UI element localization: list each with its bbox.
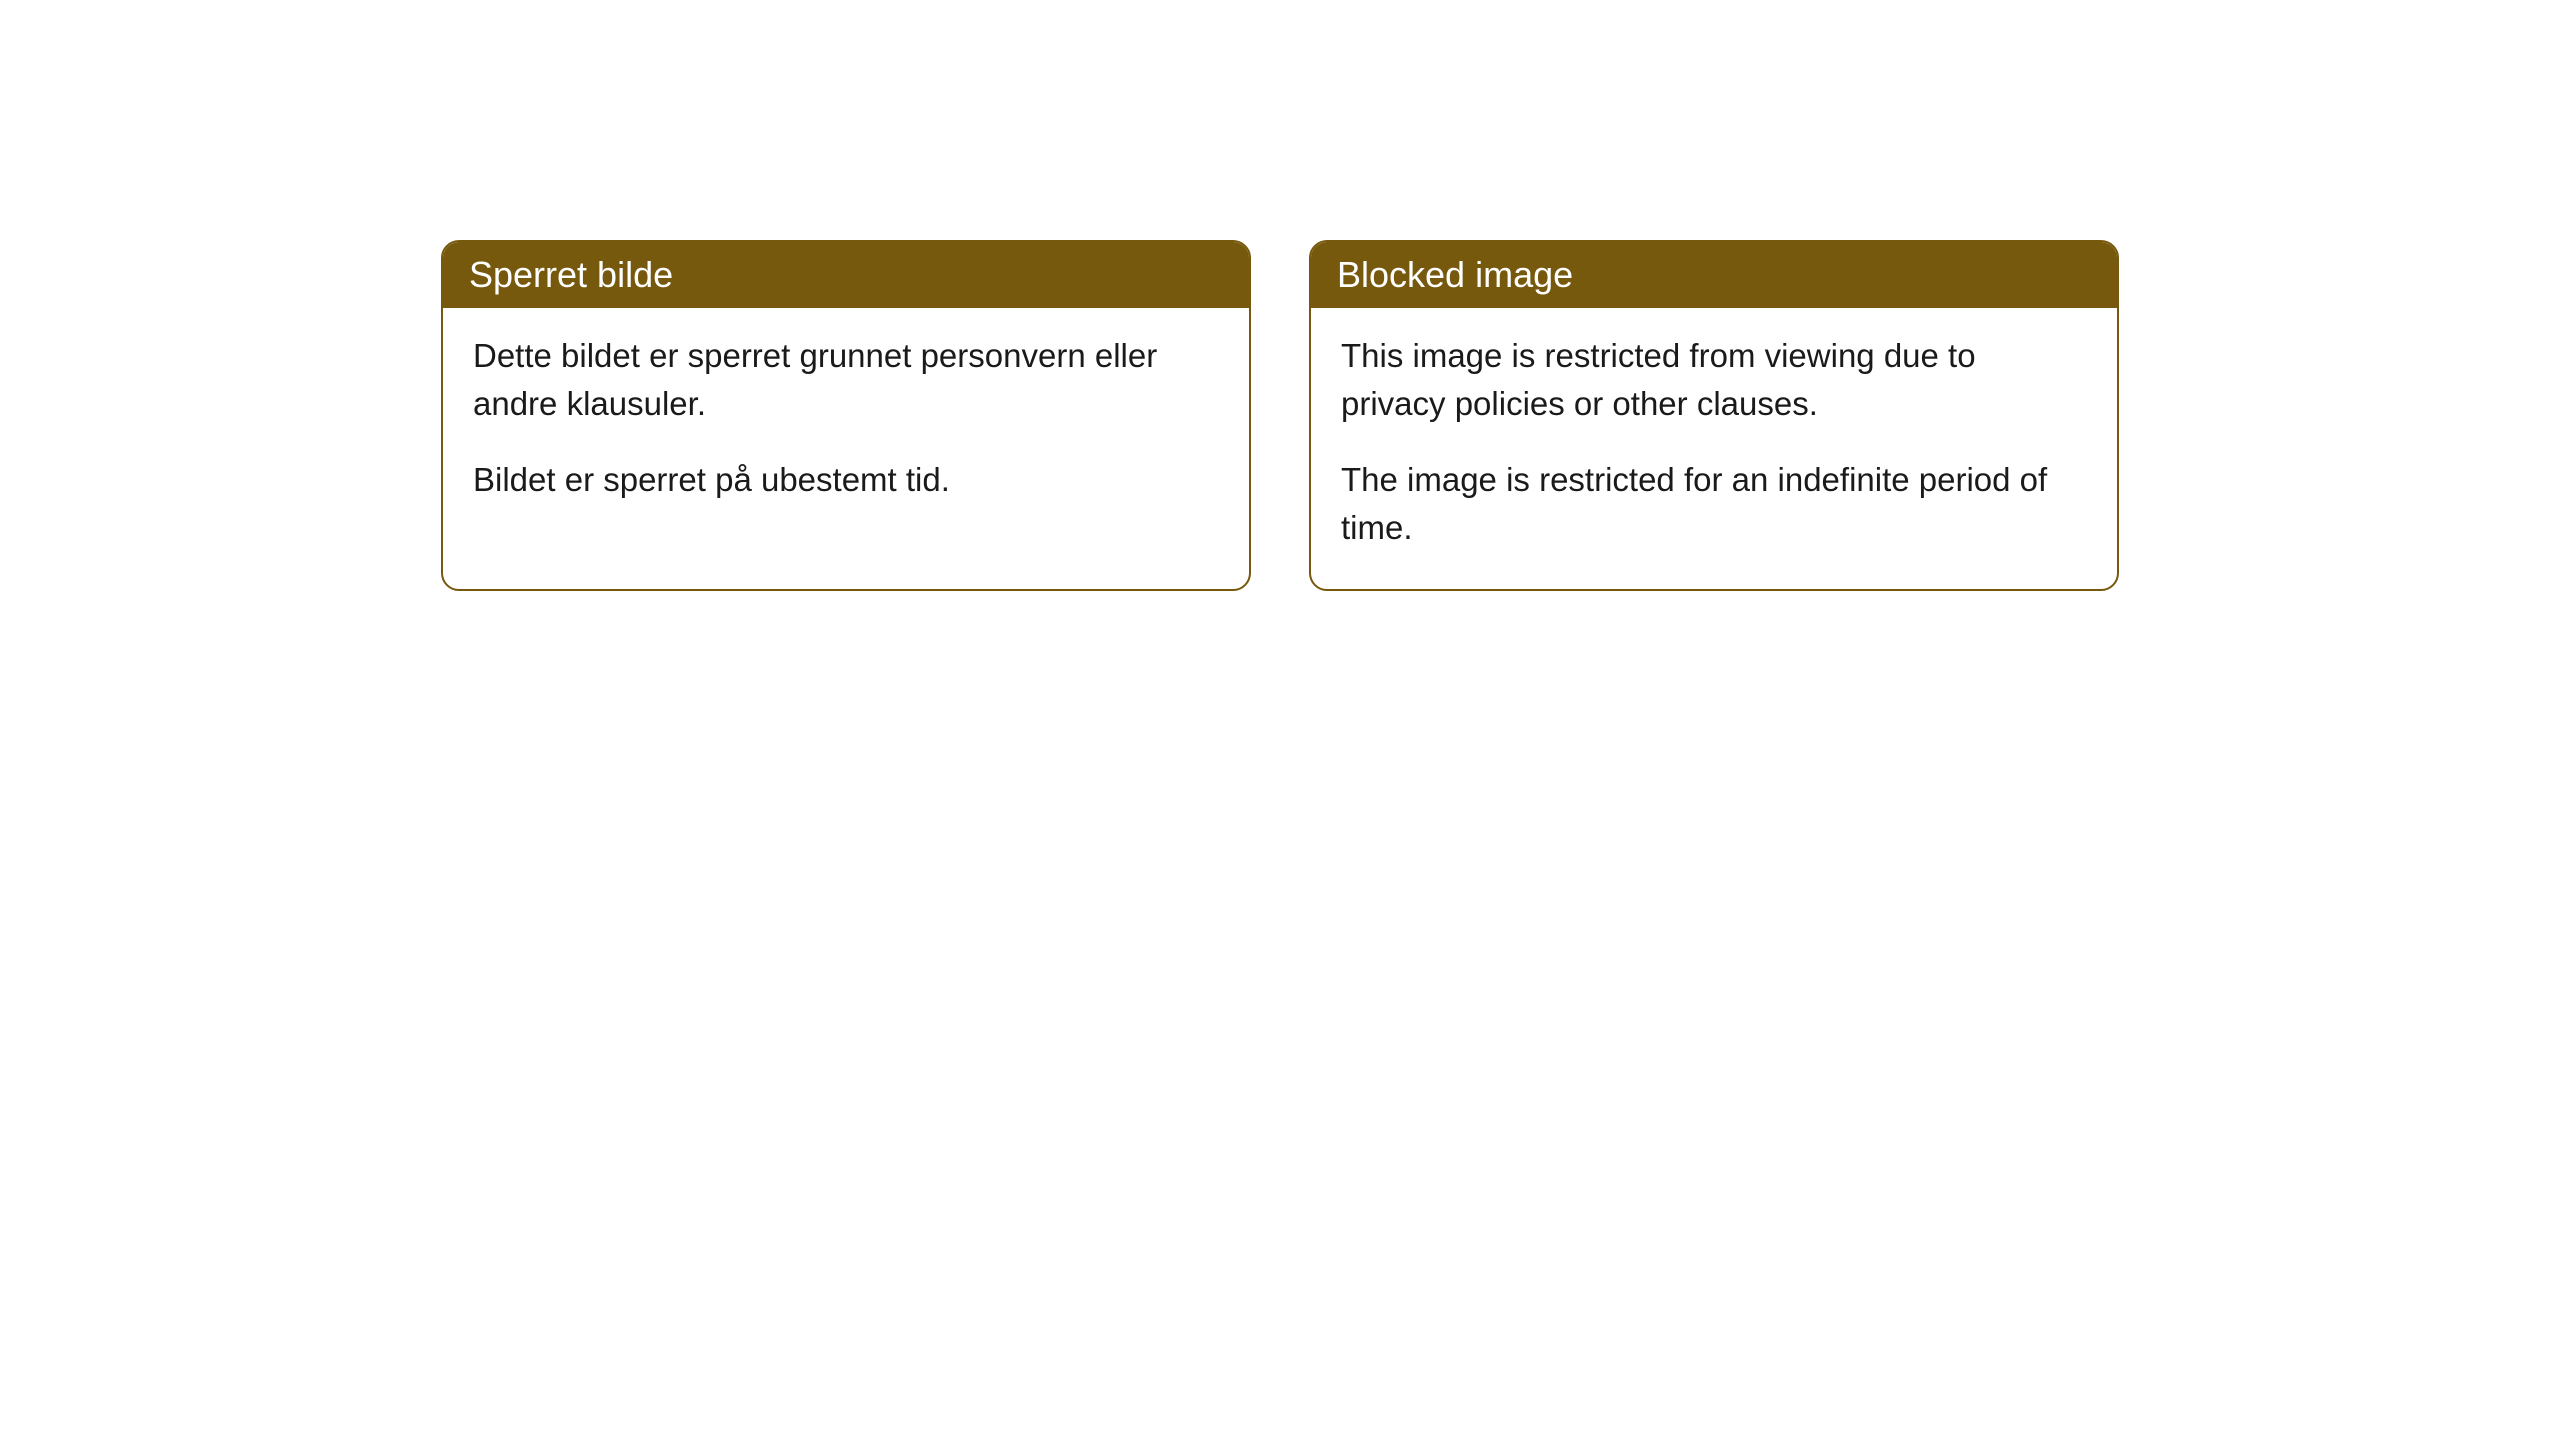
card-text-english-1: This image is restricted from viewing du… xyxy=(1341,332,2087,428)
card-body-english: This image is restricted from viewing du… xyxy=(1311,308,2117,589)
card-text-norwegian-1: Dette bildet er sperret grunnet personve… xyxy=(473,332,1219,428)
card-header-norwegian: Sperret bilde xyxy=(443,242,1249,308)
blocked-image-card-english: Blocked image This image is restricted f… xyxy=(1309,240,2119,591)
card-text-english-2: The image is restricted for an indefinit… xyxy=(1341,456,2087,552)
card-title-english: Blocked image xyxy=(1337,254,1573,295)
blocked-image-card-norwegian: Sperret bilde Dette bildet er sperret gr… xyxy=(441,240,1251,591)
card-title-norwegian: Sperret bilde xyxy=(469,254,673,295)
card-body-norwegian: Dette bildet er sperret grunnet personve… xyxy=(443,308,1249,542)
card-text-norwegian-2: Bildet er sperret på ubestemt tid. xyxy=(473,456,1219,504)
card-header-english: Blocked image xyxy=(1311,242,2117,308)
notice-cards-container: Sperret bilde Dette bildet er sperret gr… xyxy=(0,240,2560,591)
